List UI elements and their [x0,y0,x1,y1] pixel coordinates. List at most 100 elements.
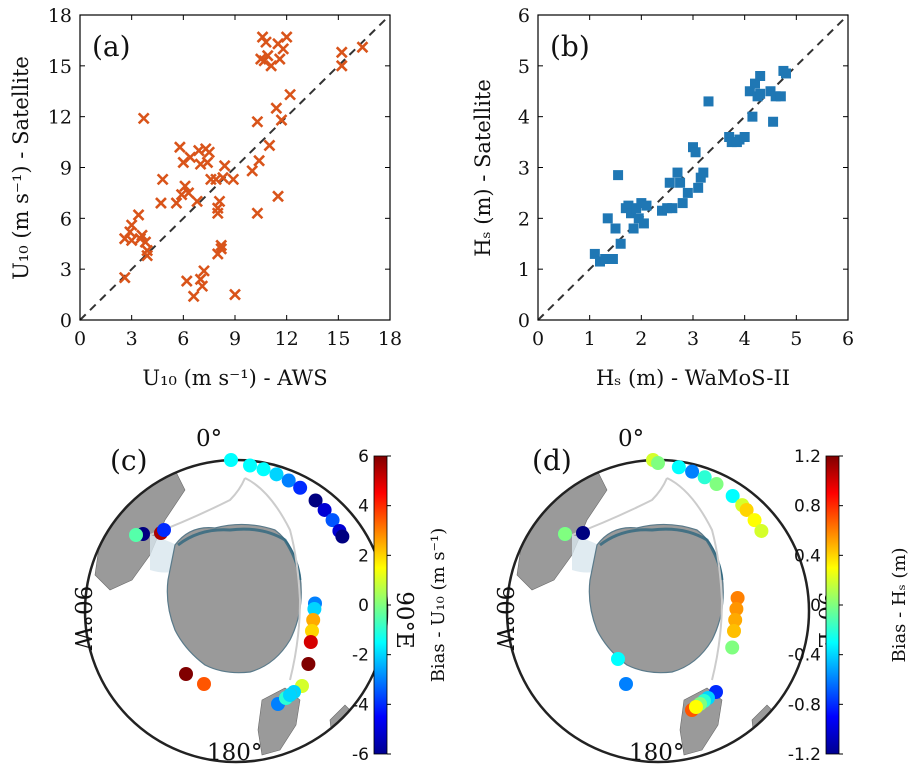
panel-c: (c) 0° 90°E 180° 90°W 6 4 2 0 -2 -4 -6 Bias - … [69,426,449,766]
data-point-a [136,229,148,242]
bias-point-d [685,464,700,479]
lon-label-180-c: 180° [207,740,262,766]
x-tick-label-a: 9 [229,328,241,350]
lon-label-0-d: 0° [618,426,644,452]
x-tick-label-b: 6 [842,328,854,350]
data-point-b [734,134,745,145]
data-point-b [631,203,642,214]
bias-point-d [728,613,743,627]
bias-point-d [611,652,625,666]
data-point-a [155,197,167,210]
data-point-a [179,180,191,193]
data-point-a [141,249,154,262]
data-point-a [261,49,274,62]
x-tick-label-a: 15 [326,328,350,350]
bias-point-d [739,502,754,517]
data-point-b [765,86,776,97]
y-tick-label-a: 0 [60,310,72,332]
data-point-a [180,275,193,287]
x-tick-label-a: 12 [275,328,299,350]
one-to-one-line-a [79,14,391,321]
data-point-a [251,115,264,128]
x-tick-label-b: 2 [635,328,647,350]
data-point-b [602,213,613,224]
bias-point-c [335,529,350,544]
data-point-a [201,156,214,169]
colorbar-c [373,455,388,755]
data-point-b [607,254,618,264]
marks-c [129,453,350,711]
panel-label-b: (b) [550,30,590,63]
lon-label-90e-c: 90°E [391,591,417,649]
data-point-a [137,112,150,125]
colorbar-ticks-d: 1.2 0.8 0.4 0 -0.4 -0.8 -1.2 [788,447,843,765]
data-point-a [217,171,229,184]
y-tick-label-b: 5 [518,56,530,78]
data-point-a [260,36,272,49]
data-point-b [739,132,750,142]
data-point-a [356,41,369,54]
colorbar-ticks-c: 6 4 2 0 -2 -4 -6 [352,447,391,765]
x-tick-label-b: 1 [584,328,596,350]
data-point-a [182,186,195,199]
colorbar-tick-label-c: 0 [358,596,369,616]
colorbar-tick-label-c: 2 [358,546,369,566]
bias-point-c [306,613,321,627]
data-point-a [187,290,200,303]
marks-d [558,453,769,717]
y-tick-label-a: 18 [48,5,72,27]
data-point-a [191,195,204,208]
data-point-b [662,203,673,214]
bias-point-c [157,523,171,537]
data-point-a [198,264,210,277]
marks-a [118,31,369,303]
data-point-b [755,71,766,81]
y-tick-label-b: 4 [518,107,530,129]
bias-point-c [283,688,297,702]
data-point-a [253,154,266,167]
ship-track-c [149,477,302,681]
data-point-a [156,173,169,186]
data-point-b [636,198,647,209]
y-axis-label-b: Hₛ (m) - Satellite [471,79,495,257]
data-point-a [139,236,152,248]
data-point-b [615,238,626,249]
data-point-a [215,242,228,255]
x-tick-label-b: 4 [739,328,751,350]
data-point-b [626,208,636,219]
colorbar-tick-label-d: 0 [810,596,821,616]
bias-point-d [709,477,724,492]
y-tick-label-b: 6 [518,5,530,27]
colorbar-tick-label-c: -4 [352,695,369,715]
colorbar-d [825,455,840,755]
marks-b [589,65,791,267]
ticks-a: 0 3 6 9 12 15 18 0 3 6 9 12 15 18 [48,5,402,350]
data-point-a [273,53,286,65]
y-tick-label-b: 3 [518,158,530,180]
data-point-b [672,167,683,178]
data-point-a [218,159,231,172]
data-point-a [251,207,264,220]
data-point-b [600,254,611,264]
bias-point-c [307,602,322,616]
data-point-a [280,31,293,43]
panel-label-a: (a) [92,30,131,63]
data-point-b [595,256,605,267]
data-point-b [682,187,693,198]
y-tick-label-a: 3 [60,259,72,281]
data-point-a [277,42,290,55]
lon-label-90w-c: 90°W [69,586,95,651]
bias-point-d [619,677,633,691]
x-tick-label-a: 18 [378,328,402,350]
bias-point-d [671,460,686,475]
bias-point-c [269,467,284,482]
data-point-a [272,190,284,203]
bias-point-d [725,489,740,504]
data-point-a [132,209,145,221]
data-point-b [690,147,701,158]
bias-point-d [576,526,590,540]
data-point-b [675,177,686,188]
bias-point-d [754,523,769,538]
colorbar-tick-label-d: -0.4 [788,646,821,666]
